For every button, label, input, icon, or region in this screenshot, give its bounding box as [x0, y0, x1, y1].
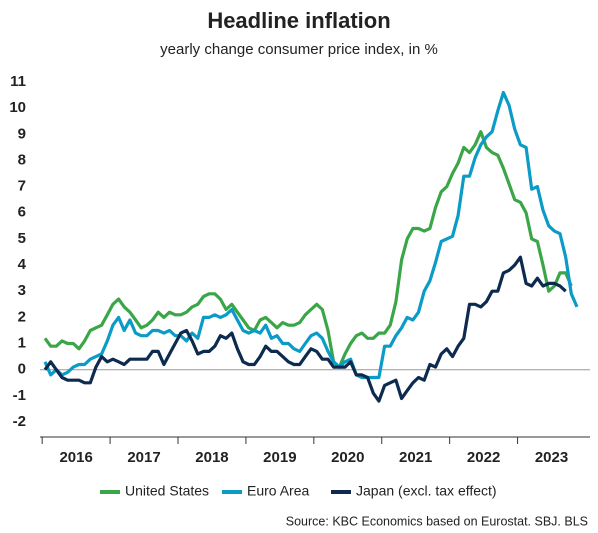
y-tick-label: 10 [9, 99, 26, 116]
x-tick-label: 2022 [467, 449, 500, 466]
x-tick-label: 2019 [263, 449, 296, 466]
y-tick-label: -2 [13, 413, 26, 430]
y-tick-label: 2 [18, 308, 26, 325]
source-note: Source: KBC Economics based on Eurostat.… [286, 514, 588, 528]
y-tick-label: 6 [18, 204, 26, 221]
legend-label: Euro Area [247, 483, 309, 499]
legend-label: United States [125, 483, 209, 499]
y-tick-label: 5 [18, 230, 26, 247]
series-line [43, 255, 567, 403]
y-tick-label: -1 [13, 387, 26, 404]
y-tick-label: 3 [18, 282, 26, 299]
x-tick-label: 2021 [399, 449, 432, 466]
y-tick-label: 9 [18, 125, 26, 142]
chart-title: Headline inflation [207, 8, 390, 33]
x-tick-label: 2017 [127, 449, 160, 466]
x-tick-label: 2020 [331, 449, 364, 466]
series-line [43, 90, 579, 380]
y-tick-label: 1 [18, 335, 26, 352]
legend-label: Japan (excl. tax effect) [356, 483, 497, 499]
x-tick-label: 2023 [535, 449, 568, 466]
y-tick-label: 4 [18, 256, 27, 273]
y-tick-label: 11 [10, 73, 26, 90]
y-tick-label: 8 [18, 151, 26, 168]
y-tick-label: 0 [18, 361, 26, 378]
x-tick-label: 2016 [59, 449, 92, 466]
y-tick-label: 7 [18, 178, 26, 195]
chart-subtitle: yearly change consumer price index, in % [160, 41, 438, 58]
x-tick-label: 2018 [195, 449, 228, 466]
